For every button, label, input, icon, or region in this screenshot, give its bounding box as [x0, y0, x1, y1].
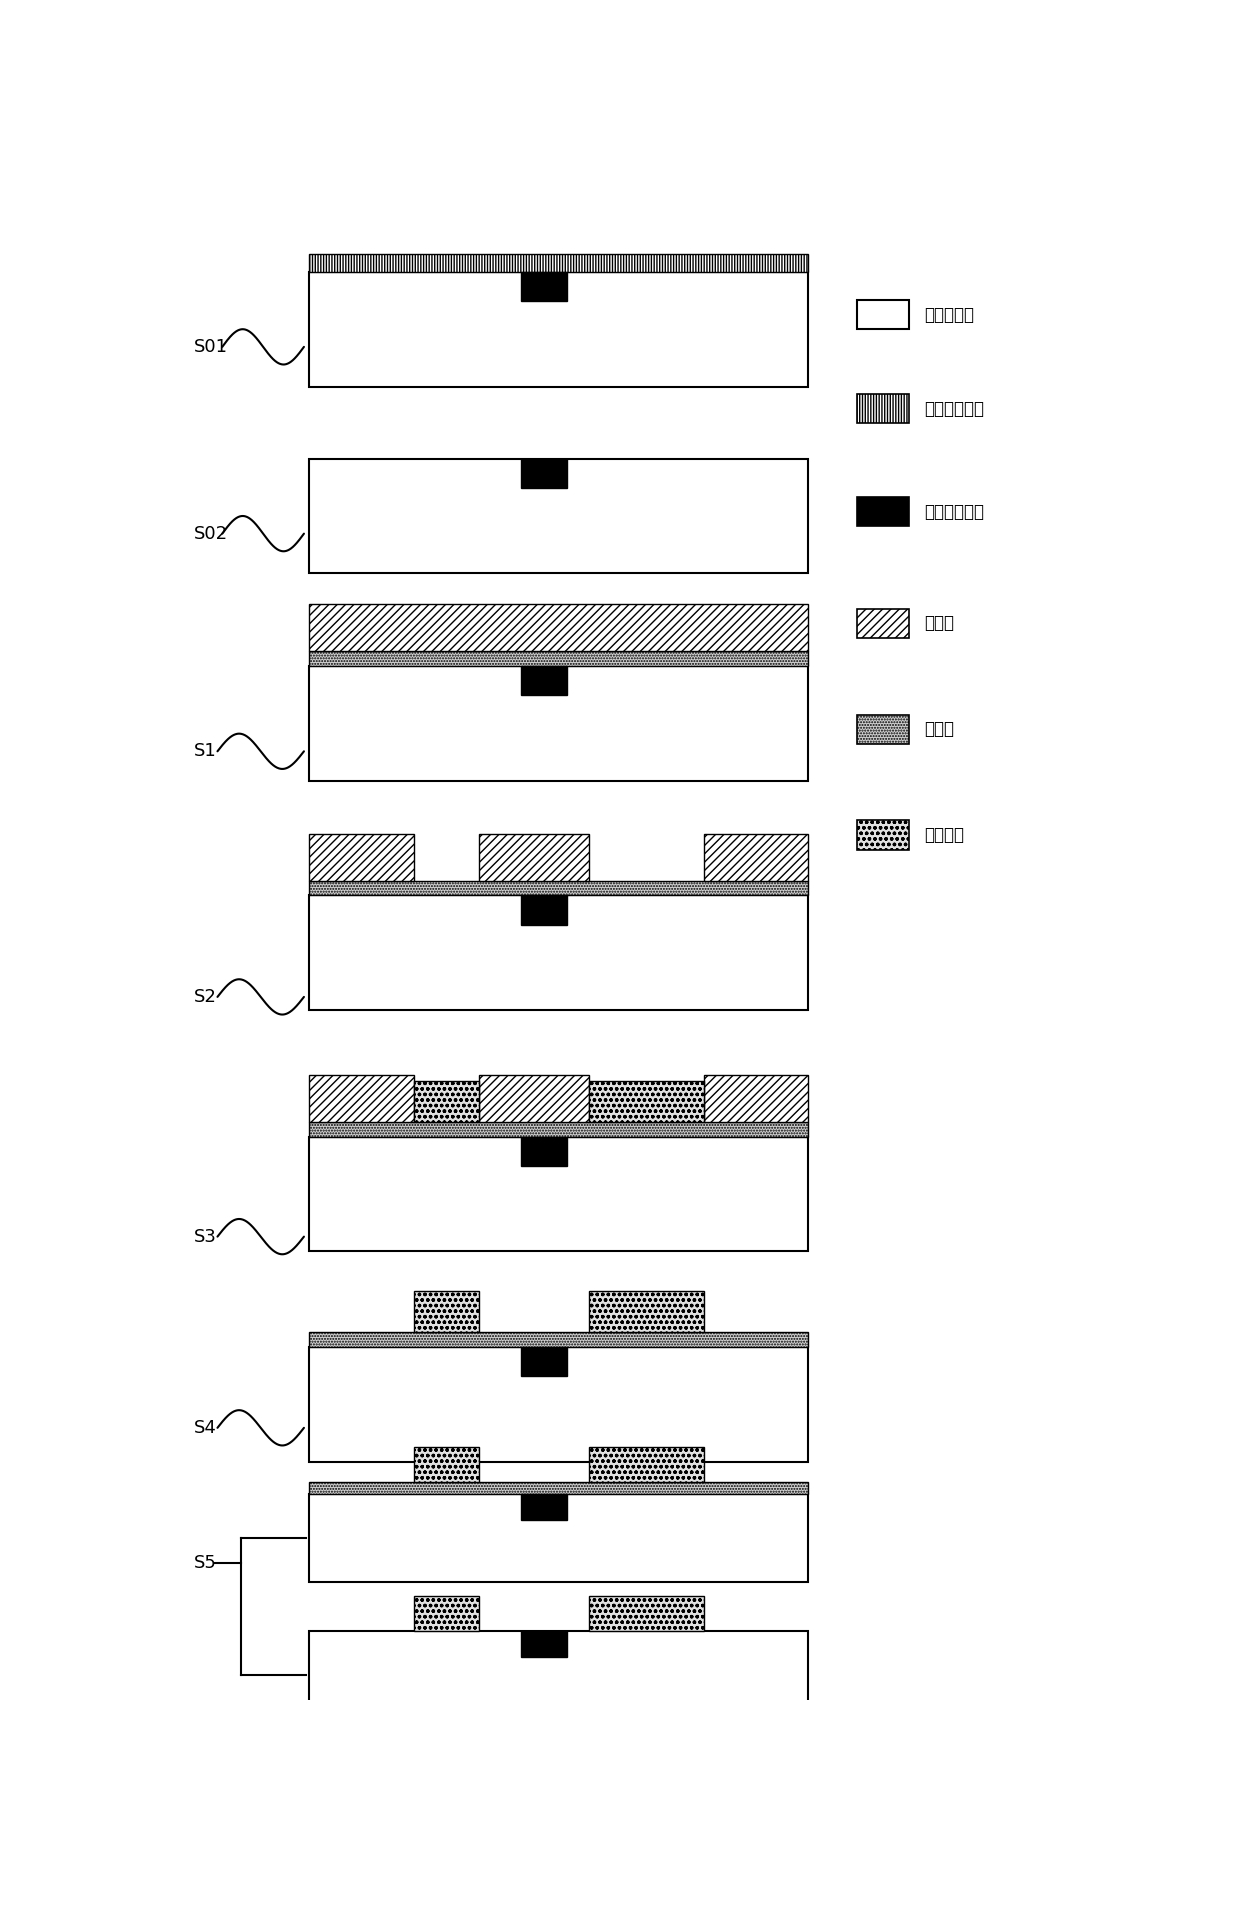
Bar [521, 667, 567, 695]
Bar [414, 1081, 479, 1121]
Bar [309, 651, 808, 667]
Bar [309, 896, 808, 1010]
Bar [479, 1075, 589, 1121]
Bar [589, 1595, 703, 1631]
Bar [857, 393, 909, 424]
Bar [309, 667, 808, 781]
Bar [521, 271, 567, 302]
Bar [309, 1631, 808, 1719]
Bar [309, 833, 414, 881]
Bar [309, 458, 808, 573]
Bar [309, 881, 808, 896]
Bar [479, 833, 589, 881]
Text: 铌酸锂基片: 铌酸锂基片 [924, 306, 973, 323]
Text: S2: S2 [193, 987, 216, 1007]
Bar [521, 1494, 567, 1520]
Text: 质子交换波导: 质子交换波导 [924, 502, 983, 521]
Bar [309, 1482, 808, 1494]
Text: 种子层: 种子层 [924, 720, 954, 739]
Bar [309, 604, 808, 651]
Bar [414, 1448, 479, 1482]
Bar [521, 1631, 567, 1658]
Bar [521, 896, 567, 924]
Bar [309, 1333, 808, 1347]
Bar [309, 1494, 808, 1581]
Bar [857, 609, 909, 638]
Bar [589, 1291, 703, 1333]
Text: 光刻胶: 光刻胶 [924, 615, 954, 632]
Text: S1: S1 [193, 743, 216, 760]
Bar [589, 1448, 703, 1482]
Bar [309, 1075, 414, 1121]
Text: 二氧化硅薄膜: 二氧化硅薄膜 [924, 399, 983, 418]
Bar [857, 300, 909, 329]
Bar [857, 714, 909, 745]
Bar [703, 1075, 808, 1121]
Bar [309, 254, 808, 271]
Bar [521, 1136, 567, 1165]
Text: 电镀金层: 电镀金层 [924, 827, 963, 844]
Bar [414, 1291, 479, 1333]
Text: S3: S3 [193, 1228, 216, 1245]
Bar [703, 833, 808, 881]
Bar [414, 1595, 479, 1631]
Bar [857, 821, 909, 850]
Bar [309, 1121, 808, 1136]
Bar [589, 1081, 703, 1121]
Bar [521, 1347, 567, 1377]
Bar [857, 497, 909, 527]
Text: S01: S01 [193, 338, 227, 355]
Text: S4: S4 [193, 1419, 216, 1436]
Text: S5: S5 [193, 1555, 216, 1572]
Bar [309, 271, 808, 386]
Bar [309, 1136, 808, 1251]
Bar [309, 1347, 808, 1461]
Text: S02: S02 [193, 525, 228, 542]
Bar [521, 458, 567, 489]
